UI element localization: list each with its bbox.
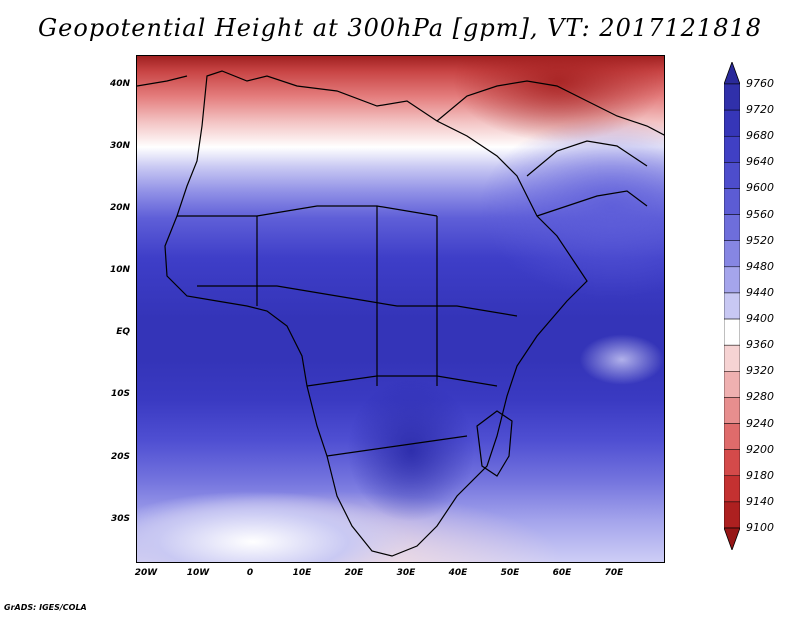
colorbar-level-label: 9320 bbox=[746, 364, 774, 378]
iberia-coast bbox=[137, 75, 188, 87]
madagascar-outline bbox=[476, 410, 513, 477]
lat-tick-label: 20S bbox=[110, 452, 130, 462]
lon-tick-label: 30E bbox=[396, 568, 416, 578]
height-field-detail bbox=[137, 56, 664, 562]
colorbar-level-label: 9240 bbox=[746, 416, 774, 430]
colorbar-level-label: 9760 bbox=[746, 77, 774, 90]
africa-outline bbox=[164, 70, 588, 557]
map-plot-area bbox=[136, 55, 665, 563]
colorbar-swatch bbox=[724, 292, 740, 320]
lat-tick-label: EQ bbox=[116, 327, 130, 337]
colorbar-swatch bbox=[724, 344, 740, 372]
colorbar-swatch bbox=[724, 423, 740, 450]
lon-tick-label: 60E bbox=[552, 568, 572, 578]
colorbar-level-label: 9440 bbox=[746, 285, 774, 299]
colorbar-level-label: 9640 bbox=[746, 155, 774, 169]
colorbar-level-label: 9360 bbox=[746, 338, 774, 352]
lat-tick-label: 10S bbox=[110, 389, 130, 399]
colorbar-swatch bbox=[724, 214, 740, 241]
colorbar-swatch bbox=[724, 475, 740, 503]
colorbar-level-label: 9520 bbox=[746, 233, 774, 247]
colorbar-swatch bbox=[724, 83, 740, 111]
coastlines-borders bbox=[137, 70, 664, 557]
colorbar-swatch bbox=[724, 397, 740, 424]
lon-tick-label: 0 bbox=[246, 568, 254, 578]
lon-tick-label: 10E bbox=[292, 568, 312, 578]
map-title: Geopotential Height at 300hPa [gpm], VT:… bbox=[38, 14, 762, 42]
lon-tick-label: 10W bbox=[186, 568, 210, 578]
colorbar-top-arrow bbox=[724, 62, 740, 85]
colorbar bbox=[724, 62, 740, 550]
arabia-coast bbox=[526, 140, 648, 177]
lat-tick-label: 10N bbox=[109, 265, 130, 275]
colorbar-swatch bbox=[724, 318, 740, 346]
colorbar-level-label: 9680 bbox=[746, 129, 774, 143]
border-sahel bbox=[197, 285, 518, 317]
colorbar-swatch bbox=[724, 449, 740, 477]
border-north bbox=[177, 205, 438, 217]
colorbar-swatch bbox=[724, 266, 740, 294]
lon-tick-label: 20W bbox=[134, 568, 158, 578]
colorbar-level-label: 9720 bbox=[746, 103, 774, 117]
colorbar-swatch bbox=[724, 240, 740, 268]
colorbar-level-label: 9480 bbox=[746, 259, 774, 273]
colorbar-swatch bbox=[724, 501, 740, 529]
colorbar-level-label: 9200 bbox=[746, 442, 774, 456]
lon-tick-label: 70E bbox=[604, 568, 624, 578]
credit-text: GrADS: IGES/COLA bbox=[4, 603, 87, 612]
colorbar-bottom-arrow bbox=[724, 527, 740, 550]
colorbar-level-label: 9560 bbox=[746, 207, 774, 221]
colorbar-swatch bbox=[724, 371, 740, 398]
colorbar-swatch bbox=[724, 109, 740, 137]
gulf-coast bbox=[536, 190, 648, 217]
colorbar-level-label: 9180 bbox=[746, 468, 774, 482]
lon-tick-label: 20E bbox=[344, 568, 364, 578]
lon-tick-label: 50E bbox=[500, 568, 520, 578]
border-south bbox=[326, 435, 468, 457]
lon-tick-label: 40E bbox=[448, 568, 468, 578]
colorbar-level-label: 9600 bbox=[746, 181, 774, 195]
asia-coast bbox=[436, 80, 664, 136]
colorbar-level-label: 9400 bbox=[746, 312, 774, 326]
lat-tick-label: 40N bbox=[109, 79, 130, 89]
colorbar-swatch bbox=[724, 162, 740, 189]
colorbar-level-label: 9280 bbox=[746, 390, 774, 404]
colorbar-swatch bbox=[724, 188, 740, 215]
colorbar-swatch bbox=[724, 135, 740, 163]
border-central bbox=[306, 375, 498, 387]
lat-tick-label: 30S bbox=[110, 514, 130, 524]
colorbar-level-label: 9100 bbox=[746, 521, 774, 534]
lat-tick-label: 20N bbox=[109, 203, 130, 213]
colorbar-level-label: 9140 bbox=[746, 494, 774, 508]
lat-tick-label: 30N bbox=[109, 141, 130, 151]
